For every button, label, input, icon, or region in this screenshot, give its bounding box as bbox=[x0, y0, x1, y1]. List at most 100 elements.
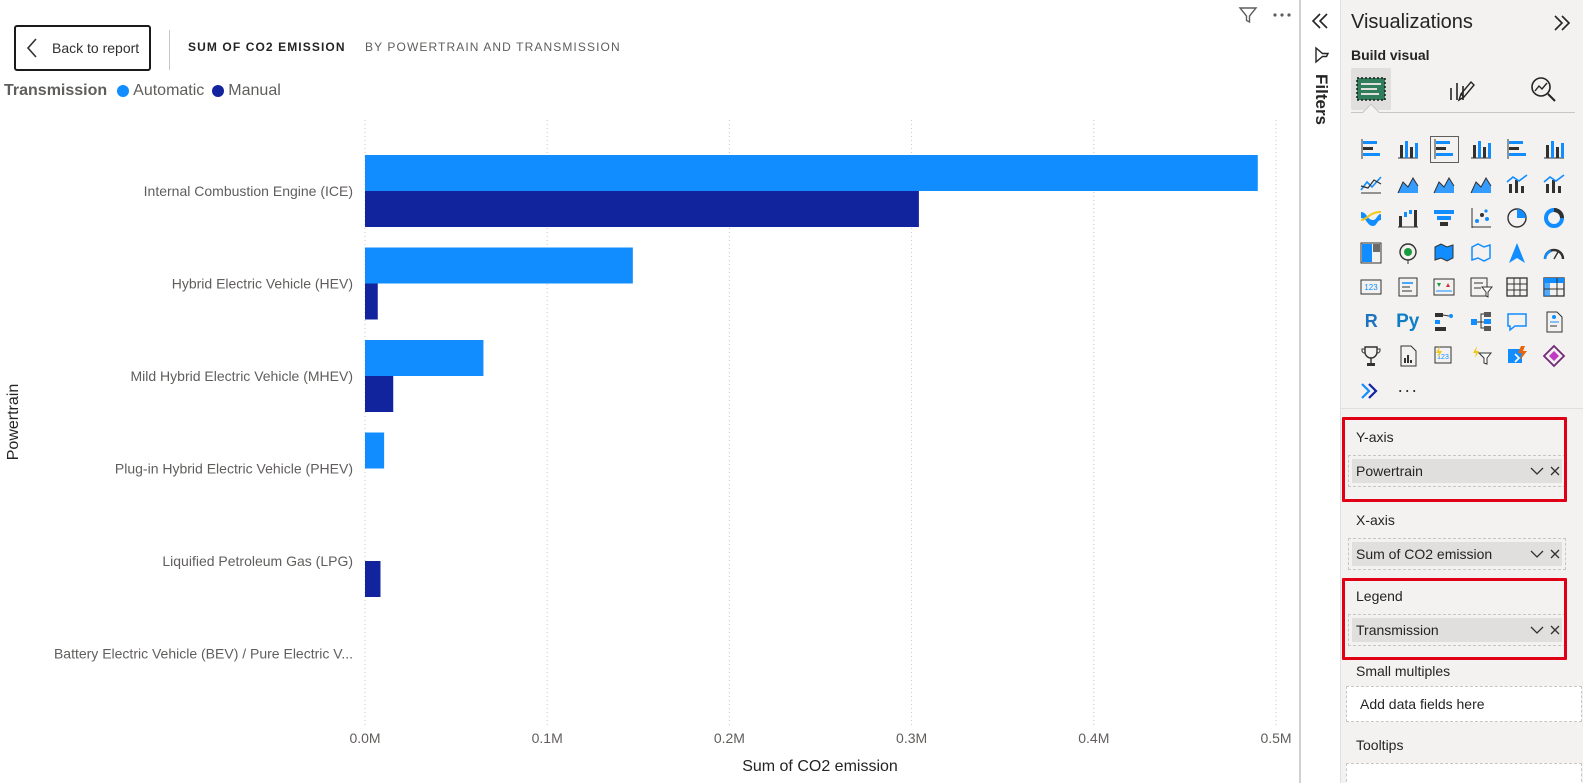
xaxis-well[interactable]: Sum of CO2 emission bbox=[1348, 538, 1566, 570]
visual-header-icons bbox=[1236, 4, 1294, 26]
paginated-report-icon[interactable] bbox=[1390, 339, 1427, 374]
chevron-left-icon bbox=[26, 38, 37, 58]
clustered-bar-chart-icon[interactable] bbox=[1426, 132, 1463, 167]
slicer-icon[interactable] bbox=[1463, 270, 1500, 305]
power-automate-icon[interactable] bbox=[1463, 339, 1500, 374]
filters-pane-border bbox=[1340, 0, 1341, 783]
line-and-stacked-column-icon[interactable] bbox=[1499, 167, 1536, 202]
remove-field-icon[interactable] bbox=[1550, 466, 1560, 476]
python-visual-icon[interactable]: Py bbox=[1390, 305, 1427, 340]
legend-title: Transmission bbox=[4, 82, 108, 99]
legend-label-automatic: Automatic bbox=[133, 82, 205, 99]
key-influencers-icon[interactable] bbox=[1426, 305, 1463, 340]
100-stacked-bar-chart-icon[interactable] bbox=[1499, 132, 1536, 167]
filters-pane-collapsed[interactable]: Filters bbox=[1301, 0, 1341, 783]
legend-well[interactable]: Transmission bbox=[1348, 614, 1566, 646]
chevron-down-icon[interactable] bbox=[1530, 466, 1544, 476]
visualizations-title: Visualizations bbox=[1351, 11, 1473, 33]
clustered-column-chart-icon[interactable] bbox=[1463, 132, 1500, 167]
filled-map-icon[interactable] bbox=[1426, 236, 1463, 271]
yaxis-field-name: Powertrain bbox=[1356, 463, 1423, 479]
area-chart-icon[interactable] bbox=[1390, 167, 1427, 202]
bar-automatic[interactable] bbox=[365, 155, 1258, 191]
r-script-visual-icon[interactable]: R bbox=[1353, 305, 1390, 340]
tooltips-label: Tooltips bbox=[1356, 737, 1404, 753]
kpi-icon[interactable] bbox=[1426, 270, 1463, 305]
qa-icon[interactable] bbox=[1499, 305, 1536, 340]
shape-map-icon[interactable] bbox=[1463, 236, 1500, 271]
report-canvas: Back to report SUM OF CO2 EMISSION BY PO… bbox=[4, 4, 1294, 775]
yaxis-field-pill[interactable]: Powertrain bbox=[1352, 459, 1562, 483]
stacked-bar-chart-icon[interactable] bbox=[1353, 132, 1390, 167]
legend-well-label: Legend bbox=[1356, 588, 1403, 604]
collapse-icon[interactable] bbox=[1309, 10, 1333, 34]
visualizations-pane: Visualizations Build visual bbox=[1341, 0, 1583, 783]
svg-text:123: 123 bbox=[1365, 283, 1379, 292]
bar-automatic[interactable] bbox=[365, 340, 484, 376]
yaxis-highlight-box bbox=[1342, 417, 1567, 502]
xaxis-field-pill[interactable]: Sum of CO2 emission bbox=[1352, 542, 1562, 566]
remove-field-icon[interactable] bbox=[1550, 625, 1560, 635]
bar-manual[interactable] bbox=[365, 191, 919, 227]
x-tick-label: 0.3M bbox=[896, 730, 927, 746]
gauge-icon[interactable] bbox=[1536, 236, 1573, 271]
category-label: Mild Hybrid Electric Vehicle (MHEV) bbox=[131, 368, 354, 384]
small-multiples-drop-zone[interactable]: Add data fields here bbox=[1346, 686, 1582, 722]
funnel-chart-icon[interactable] bbox=[1426, 201, 1463, 236]
visual-subtitle: BY POWERTRAIN AND TRANSMISSION bbox=[365, 40, 621, 54]
waterfall-chart-icon[interactable] bbox=[1390, 201, 1427, 236]
card-icon[interactable]: 123 bbox=[1353, 270, 1390, 305]
tooltips-drop-zone[interactable] bbox=[1346, 763, 1582, 783]
stacked-area-chart-icon[interactable] bbox=[1426, 167, 1463, 202]
line-and-clustered-column-icon[interactable] bbox=[1536, 167, 1573, 202]
chevron-down-icon[interactable] bbox=[1530, 549, 1544, 559]
smart-narrative-icon[interactable] bbox=[1536, 305, 1573, 340]
build-visual-icon[interactable] bbox=[1351, 68, 1391, 110]
100-stacked-column-chart-icon[interactable] bbox=[1536, 132, 1573, 167]
category-label: Hybrid Electric Vehicle (HEV) bbox=[172, 276, 353, 292]
matrix-icon[interactable] bbox=[1536, 270, 1573, 305]
goals-icon[interactable] bbox=[1353, 339, 1390, 374]
100-stacked-area-chart-icon[interactable] bbox=[1463, 167, 1500, 202]
bar-automatic[interactable] bbox=[365, 432, 385, 469]
xaxis-field-name: Sum of CO2 emission bbox=[1356, 546, 1493, 562]
donut-chart-icon[interactable] bbox=[1536, 201, 1573, 236]
scatter-chart-icon[interactable] bbox=[1463, 201, 1500, 236]
line-chart-icon[interactable] bbox=[1353, 167, 1390, 202]
yaxis-well[interactable]: Powertrain bbox=[1348, 455, 1566, 487]
analytics-icon[interactable] bbox=[1523, 68, 1563, 110]
multi-row-card-icon[interactable] bbox=[1390, 270, 1427, 305]
legend-item-automatic[interactable]: Automatic bbox=[117, 82, 204, 100]
yaxis-well-label: Y-axis bbox=[1356, 429, 1394, 445]
more-visuals-icon[interactable]: ··· bbox=[1390, 374, 1427, 409]
table-icon[interactable] bbox=[1499, 270, 1536, 305]
x-axis-title: Sum of CO2 emission bbox=[742, 758, 898, 775]
legend-item-manual[interactable]: Manual bbox=[212, 82, 281, 100]
pie-chart-icon[interactable] bbox=[1499, 201, 1536, 236]
azure-map-icon[interactable] bbox=[1499, 236, 1536, 271]
filter-pane-icon bbox=[1313, 46, 1331, 64]
stacked-column-chart-icon[interactable] bbox=[1390, 132, 1427, 167]
back-to-report-button[interactable]: Back to report bbox=[14, 25, 151, 71]
bar-manual[interactable] bbox=[365, 283, 378, 320]
filter-icon[interactable] bbox=[1236, 4, 1260, 26]
format-visual-icon[interactable] bbox=[1442, 68, 1482, 110]
new-slicer-icon[interactable] bbox=[1536, 339, 1573, 374]
bar-manual[interactable] bbox=[365, 376, 394, 412]
map-icon[interactable] bbox=[1390, 236, 1427, 271]
expand-icon[interactable] bbox=[1551, 12, 1573, 34]
chart-legend: Transmission Automatic Manual bbox=[4, 82, 289, 100]
bar-chart: 0.0M 0.1M 0.2M 0.3M 0.4M 0.5M Internal Combust… bbox=[5, 120, 1292, 775]
treemap-icon[interactable] bbox=[1353, 236, 1390, 271]
chevron-down-icon[interactable] bbox=[1530, 625, 1544, 635]
bar-automatic[interactable] bbox=[365, 247, 633, 284]
more-options-icon[interactable] bbox=[1270, 4, 1294, 26]
new-card-icon[interactable] bbox=[1499, 339, 1536, 374]
legend-field-pill[interactable]: Transmission bbox=[1352, 618, 1562, 642]
decomposition-tree-icon[interactable] bbox=[1463, 305, 1500, 340]
power-apps-icon[interactable]: 123 bbox=[1426, 339, 1463, 374]
remove-field-icon[interactable] bbox=[1550, 549, 1560, 559]
bar-manual[interactable] bbox=[365, 561, 381, 597]
power-automate-flow-icon[interactable] bbox=[1353, 374, 1390, 409]
ribbon-chart-icon[interactable] bbox=[1353, 201, 1390, 236]
